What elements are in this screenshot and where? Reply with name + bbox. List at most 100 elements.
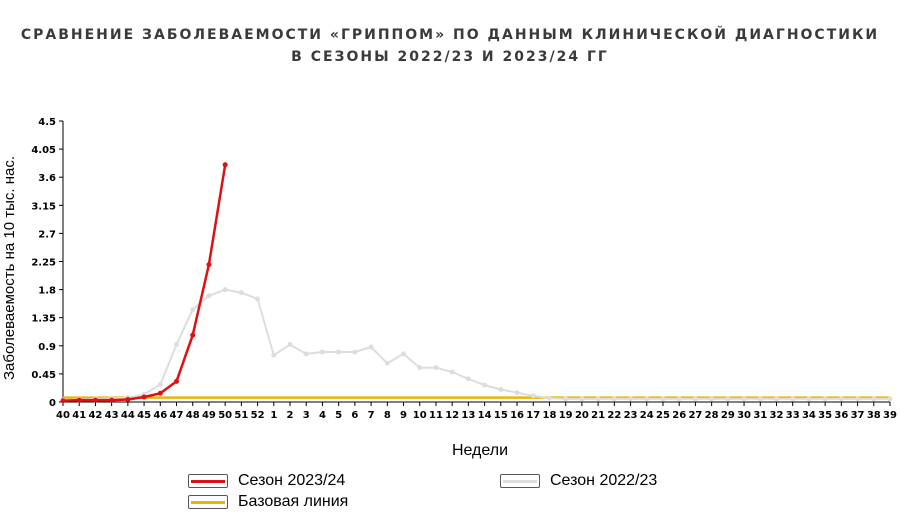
legend-label: Базовая линия [238,493,349,510]
x-tick-label: 26 [672,410,686,421]
x-tick-label: 52 [251,410,265,421]
x-tick-label: 19 [559,410,573,421]
data-point [174,378,180,384]
x-tick-label: 4 [319,410,326,421]
data-point [725,396,731,402]
x-tick-label: 16 [510,410,524,421]
x-tick-label: 46 [153,410,167,421]
x-tick-label: 48 [186,410,200,421]
data-point [838,396,844,402]
x-tick-label: 39 [883,410,897,421]
chart-title: СРАВНЕНИЕ ЗАБОЛЕВАЕМОСТИ «ГРИППОМ» ПО ДА… [0,24,900,68]
x-tick-label: 9 [400,410,407,421]
data-point [644,396,650,402]
x-tick-label: 14 [478,410,492,421]
legend-label: Сезон 2023/24 [238,472,346,489]
x-axis-label: Недели [452,442,508,459]
chart-title-line-1: СРАВНЕНИЕ ЗАБОЛЕВАЕМОСТИ «ГРИППОМ» ПО ДА… [20,27,880,43]
y-tick-label: 3.15 [31,201,56,212]
x-tick-label: 28 [705,410,719,421]
x-tick-label: 11 [429,410,443,421]
x-tick-label: 22 [607,410,621,421]
data-point [319,349,325,355]
x-tick-label: 41 [72,410,86,421]
data-point [190,307,196,313]
data-point [855,396,861,402]
x-tick-label: 21 [591,410,605,421]
x-tick-label: 32 [770,410,784,421]
data-point [384,360,390,366]
legend-item-season-2022-23: Сезон 2022/23 [500,470,657,492]
chart-series [60,162,893,404]
x-tick-label: 15 [494,410,508,421]
x-tick-label: 38 [867,410,881,421]
x-tick-label: 37 [851,410,865,421]
x-tick-label: 13 [461,410,475,421]
x-tick-label: 51 [234,410,248,421]
x-tick-label: 31 [753,410,767,421]
x-tick-label: 34 [802,410,816,421]
data-point [611,396,617,402]
x-tick-label: 12 [445,410,459,421]
data-point [368,344,374,350]
data-point [530,393,536,399]
legend-swatch-baseline [188,495,228,509]
data-point [871,396,877,402]
chart-title-line-2: В СЕЗОНЫ 2022/23 И 2023/24 ГГ [291,49,609,65]
x-tick-label: 42 [88,410,102,421]
data-point [546,395,552,401]
x-tick-label: 18 [543,410,557,421]
x-tick-label: 29 [721,410,735,421]
data-point [174,342,180,348]
x-tick-label: 2 [287,410,294,421]
data-point [287,342,293,348]
y-tick-label: 0.9 [38,342,56,353]
x-tick-label: 25 [656,410,670,421]
data-point [222,162,228,168]
data-point [417,365,423,371]
x-tick-label: 33 [786,410,800,421]
x-tick-label: 1 [270,410,277,421]
data-point [352,349,358,355]
data-point [660,396,666,402]
series-line-сезон-2022-23 [62,288,890,402]
data-point [125,397,131,403]
data-point [92,397,98,403]
data-point [190,332,196,338]
data-point [741,396,747,402]
data-point [579,396,585,402]
x-tick-label: 27 [688,410,702,421]
x-tick-label: 45 [137,410,151,421]
data-point [628,396,634,402]
x-tick-label: 24 [640,410,654,421]
y-tick-label: 3.6 [38,173,56,184]
data-point [514,390,520,396]
data-point [401,351,407,357]
data-point [773,396,779,402]
y-tick-label: 2.7 [38,229,56,240]
data-point [709,396,715,402]
x-tick-label: 36 [834,410,848,421]
data-point [206,293,212,299]
x-tick-label: 49 [202,410,216,421]
x-tick-label: 43 [105,410,119,421]
data-point [887,396,893,402]
x-tick-label: 47 [170,410,184,421]
data-point [433,365,439,371]
data-point [692,396,698,402]
data-point [449,369,455,375]
data-point [822,396,828,402]
data-point [255,296,261,302]
data-point [465,376,471,382]
data-point [109,397,115,403]
legend-item-baseline: Базовая линия [188,491,348,513]
data-point [790,396,796,402]
x-tick-label: 30 [737,410,751,421]
legend-swatch-season-2022-23 [500,474,540,488]
legend-label: Сезон 2022/23 [550,472,658,489]
chart: 00.450.91.351.82.252.73.153.64.054.540 41… [1,117,897,459]
x-tick-label: 10 [413,410,427,421]
data-point [336,349,342,355]
x-tick-label: 17 [526,410,540,421]
data-point [141,394,147,400]
